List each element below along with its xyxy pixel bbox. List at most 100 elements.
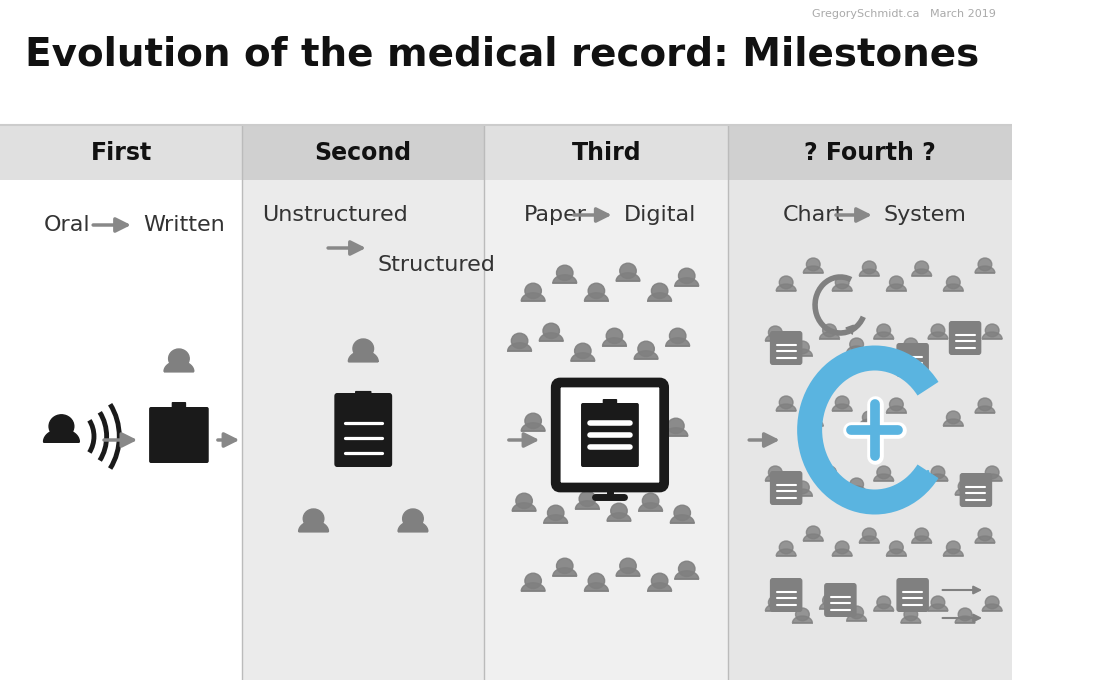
Bar [242,180,484,680]
Polygon shape [675,278,699,286]
Ellipse shape [795,341,810,354]
Ellipse shape [768,466,782,479]
Polygon shape [571,353,595,361]
Polygon shape [847,614,867,621]
FancyBboxPatch shape [824,583,857,617]
Polygon shape [859,269,879,276]
Ellipse shape [768,596,782,609]
Text: Evolution of the medical record: Milestones: Evolution of the medical record: Milesto… [26,36,980,74]
Ellipse shape [904,480,917,493]
Polygon shape [299,521,328,532]
Ellipse shape [806,526,820,539]
Polygon shape [832,404,852,411]
Polygon shape [512,503,536,511]
Polygon shape [634,351,659,359]
Ellipse shape [169,349,189,368]
Ellipse shape [597,443,614,458]
Ellipse shape [862,411,876,424]
Polygon shape [553,275,577,283]
Ellipse shape [806,411,820,424]
Polygon shape [832,284,852,291]
Ellipse shape [915,528,928,541]
Polygon shape [955,346,976,353]
Ellipse shape [877,324,890,337]
Bar [0,180,242,680]
Polygon shape [820,332,840,339]
FancyBboxPatch shape [149,407,208,463]
FancyBboxPatch shape [896,578,928,612]
Ellipse shape [304,509,324,528]
Polygon shape [900,616,921,623]
Ellipse shape [588,573,605,589]
Ellipse shape [850,338,864,351]
FancyBboxPatch shape [782,578,791,585]
Polygon shape [765,604,785,611]
Polygon shape [820,602,840,609]
Ellipse shape [986,596,999,609]
Text: Unstructured: Unstructured [262,205,408,225]
FancyBboxPatch shape [949,321,981,355]
Polygon shape [928,604,948,611]
Polygon shape [616,273,640,282]
Polygon shape [629,441,653,449]
Ellipse shape [889,398,903,411]
Ellipse shape [525,283,541,299]
Ellipse shape [946,411,960,424]
Ellipse shape [850,478,864,491]
Ellipse shape [516,493,532,509]
Polygon shape [616,568,640,576]
Polygon shape [976,536,995,543]
Ellipse shape [679,268,696,284]
Polygon shape [553,438,577,446]
Text: System: System [884,205,967,225]
Polygon shape [955,488,976,495]
Polygon shape [607,513,631,521]
Ellipse shape [946,276,960,289]
Ellipse shape [674,505,690,521]
Polygon shape [803,266,823,273]
Ellipse shape [557,428,573,443]
Polygon shape [398,521,428,532]
Polygon shape [912,536,932,543]
Text: Third: Third [571,141,641,165]
Text: Oral: Oral [44,215,90,235]
Text: Structured: Structured [377,255,495,275]
Polygon shape [544,515,568,523]
Ellipse shape [836,541,849,554]
Polygon shape [820,474,840,481]
Polygon shape [594,453,617,461]
Ellipse shape [670,328,685,343]
Polygon shape [44,429,80,442]
Polygon shape [912,269,932,276]
Ellipse shape [610,503,627,519]
Ellipse shape [823,324,837,337]
Polygon shape [576,500,599,509]
Polygon shape [521,293,545,301]
Ellipse shape [619,263,636,279]
Polygon shape [793,616,812,623]
Polygon shape [859,419,879,426]
Ellipse shape [889,276,903,289]
Polygon shape [521,423,545,431]
FancyBboxPatch shape [782,331,791,339]
Ellipse shape [643,493,659,509]
FancyBboxPatch shape [355,391,372,405]
FancyBboxPatch shape [581,403,638,467]
Ellipse shape [525,573,541,589]
Ellipse shape [795,608,810,621]
Ellipse shape [904,338,917,351]
Polygon shape [943,419,963,426]
Ellipse shape [823,594,837,607]
Ellipse shape [557,558,573,573]
Ellipse shape [795,481,810,494]
Ellipse shape [543,323,560,339]
Ellipse shape [862,261,876,274]
Bar [484,180,728,680]
Bar [484,125,728,180]
Ellipse shape [557,265,573,281]
Ellipse shape [668,418,684,434]
Polygon shape [982,474,1002,481]
FancyBboxPatch shape [896,343,928,377]
Ellipse shape [652,573,668,589]
Ellipse shape [633,431,650,447]
